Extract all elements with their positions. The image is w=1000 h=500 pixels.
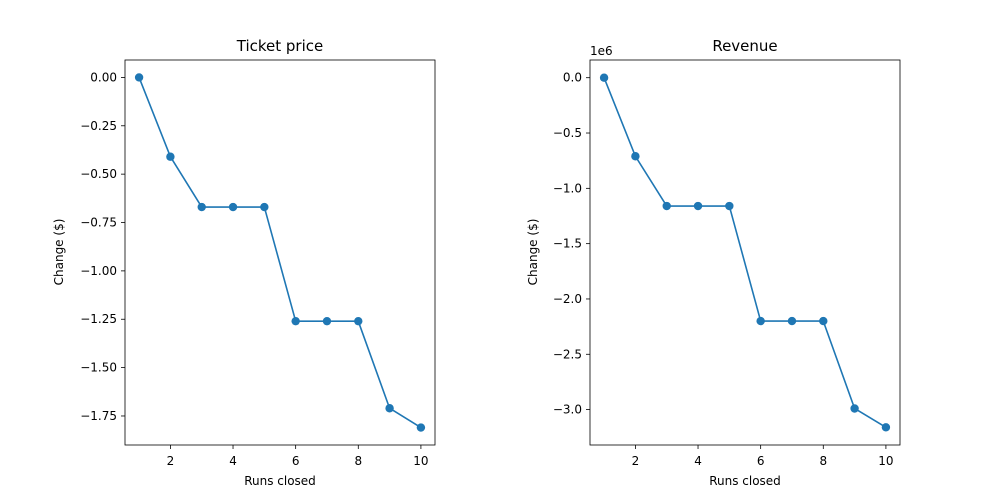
x-tick-label: 8	[354, 454, 362, 468]
x-axis-label: Runs closed	[709, 474, 781, 488]
y-tick-label: −0.50	[80, 167, 117, 181]
data-point	[631, 152, 640, 161]
x-tick-label: 6	[757, 454, 765, 468]
y-axis-label: Change ($)	[526, 219, 540, 286]
y-tick-label: −1.0	[553, 181, 582, 195]
chart-ticket-price: Ticket price Runs closed Change ($) 2 4 6 8…	[52, 37, 436, 488]
chart-revenue: Revenue Runs closed Change ($) 1e6 2 4 6 8 1…	[526, 37, 901, 488]
y-tick-label: −1.25	[80, 312, 117, 326]
x-tick-label: 8	[819, 454, 827, 468]
x-tick-label: 4	[694, 454, 702, 468]
x-tick-label: 2	[632, 454, 640, 468]
axes-frame	[124, 59, 436, 446]
data-point	[354, 316, 363, 326]
y-tick-label: −0.75	[80, 216, 117, 230]
data-point	[787, 316, 797, 326]
y-tick-label: −2.5	[553, 347, 582, 361]
x-tick-label: 10	[878, 454, 893, 468]
data-point	[819, 316, 828, 326]
y-tick-label: −0.5	[553, 126, 582, 140]
data-point	[166, 152, 175, 161]
y-axis-label: Change ($)	[52, 219, 66, 286]
y-tick-label: −1.50	[80, 361, 117, 375]
y-tick-label: −0.25	[80, 119, 117, 133]
data-point	[693, 201, 703, 211]
y-tick-label: 0.0	[563, 71, 582, 85]
data-point	[197, 202, 206, 212]
y-tick-label: −1.00	[80, 264, 117, 278]
data-point	[881, 423, 891, 432]
y-tick-label: −3.0	[553, 403, 582, 417]
y-tick-label: 0.00	[90, 70, 117, 84]
data-point	[599, 73, 609, 82]
x-axis-label: Runs closed	[244, 474, 316, 488]
data-point	[850, 404, 859, 413]
x-tick-label: 6	[292, 454, 300, 468]
y-tick-label: −1.5	[553, 237, 582, 251]
series-line	[138, 77, 422, 429]
data-point	[725, 201, 734, 211]
chart-title: Ticket price	[236, 37, 323, 55]
data-point	[662, 201, 671, 211]
chart-title: Revenue	[712, 37, 777, 55]
data-point	[134, 73, 144, 82]
x-tick-label: 4	[229, 454, 237, 468]
y-tick-label: −2.0	[553, 292, 582, 306]
data-point	[322, 316, 332, 326]
x-tick-label: 10	[413, 454, 428, 468]
series-line	[603, 77, 887, 428]
data-point	[260, 202, 269, 212]
y-tick-label: −1.75	[80, 409, 117, 423]
y-axis-offset-label: 1e6	[590, 44, 613, 58]
data-point	[228, 202, 238, 212]
data-point	[756, 316, 765, 326]
data-point	[416, 423, 426, 432]
axes-frame	[589, 59, 901, 446]
x-tick-label: 2	[167, 454, 175, 468]
data-point	[385, 404, 394, 413]
plot-area: 2 4 6 8 10 0.0 −0.5 −1.0 −1.5 −2.0 −2.5 −3.0	[553, 59, 901, 468]
plot-area: 2 4 6 8 10 0.00 −0.25 −0.50 −0.75 −1.00 −1.25 −1.50…	[80, 59, 436, 468]
data-point	[291, 316, 300, 326]
